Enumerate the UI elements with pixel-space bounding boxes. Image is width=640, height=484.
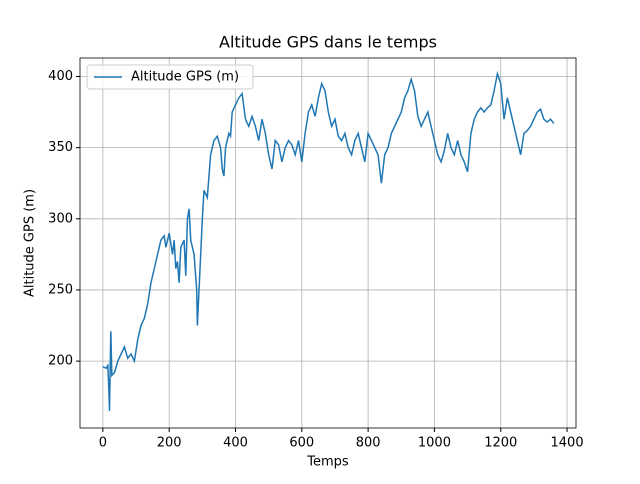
y-tick-label: 200 — [48, 354, 73, 369]
y-tick-label: 250 — [48, 282, 73, 297]
data-line — [102, 70, 555, 411]
plot-frame — [79, 57, 577, 429]
chart-title: Altitude GPS dans le temps — [219, 33, 437, 52]
x-tick-label: 1200 — [484, 436, 517, 451]
x-tick-label: 200 — [157, 436, 182, 451]
x-tick-label: 400 — [223, 436, 248, 451]
y-tick-label: 300 — [48, 211, 73, 226]
x-tick-label: 0 — [99, 436, 107, 451]
y-axis-label: Altitude GPS (m) — [23, 189, 38, 297]
x-tick-label: 800 — [356, 436, 381, 451]
x-tick-label: 600 — [289, 436, 314, 451]
x-tick-label: 1000 — [418, 436, 451, 451]
legend-label: Altitude GPS (m) — [131, 70, 239, 85]
x-tick-label: 1400 — [551, 436, 584, 451]
y-tick-label: 400 — [48, 69, 73, 84]
x-axis-label: Temps — [306, 455, 349, 470]
y-tick-label: 350 — [48, 140, 73, 155]
legend-box — [86, 64, 254, 90]
